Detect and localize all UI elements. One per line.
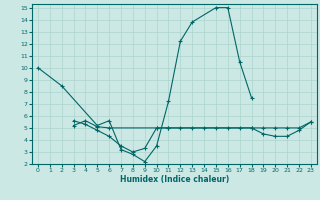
X-axis label: Humidex (Indice chaleur): Humidex (Indice chaleur) <box>120 175 229 184</box>
